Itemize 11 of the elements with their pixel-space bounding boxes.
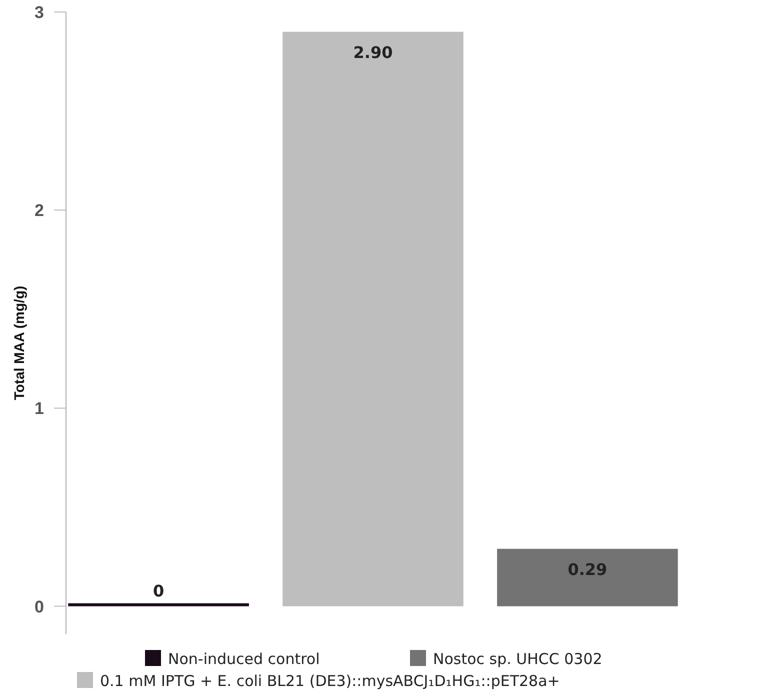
y-tick-label: 2: [34, 201, 44, 220]
legend-label: 0.1 mM IPTG + E. coli BL21 (DE3)::mysABCJ₁D₁HG₁::pET28a+: [100, 672, 560, 690]
data-label: 0.29: [568, 560, 608, 579]
y-tick-label: 1: [34, 399, 44, 418]
legend-label: Nostoc sp. UHCC 0302: [433, 650, 602, 668]
data-label: 0: [152, 581, 164, 600]
y-tick-label: 3: [34, 3, 44, 22]
y-axis-title: Total MAA (mg/g): [11, 286, 27, 400]
y-tick-label: 0: [34, 597, 44, 616]
data-label: 2.90: [353, 42, 393, 62]
legend-label: Non-induced control: [168, 650, 320, 668]
